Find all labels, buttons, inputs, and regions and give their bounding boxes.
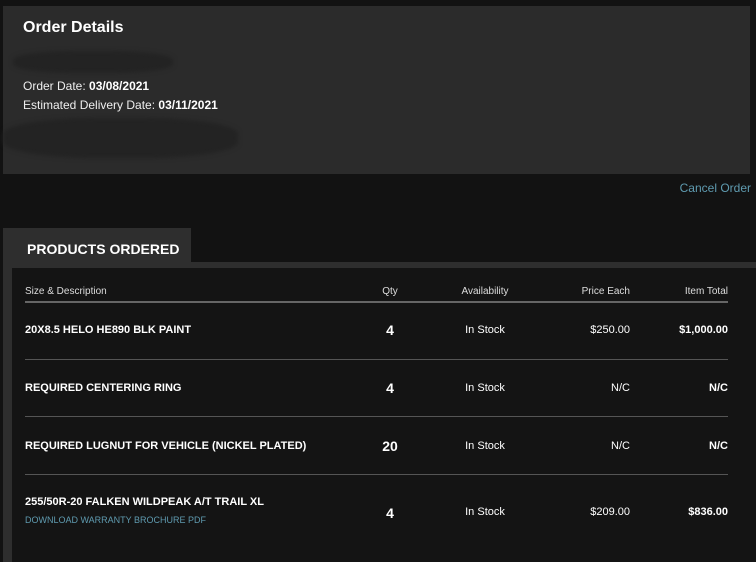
products-table: Size & Description Qty Availability Pric… (12, 268, 756, 562)
products-panel: Size & Description Qty Availability Pric… (3, 262, 756, 562)
delivery-date: Estimated Delivery Date: 03/11/2021 (23, 98, 218, 112)
download-warranty-link[interactable]: DOWNLOAD WARRANTY BROCHURE PDF (25, 515, 207, 525)
redaction (13, 51, 173, 73)
row-price: $250.00 (590, 324, 630, 336)
row-description: REQUIRED LUGNUT FOR VEHICLE (NICKEL PLAT… (25, 440, 307, 452)
row-total: N/C (709, 382, 728, 394)
order-date: Order Date: 03/08/2021 (23, 79, 150, 93)
row-qty: 4 (386, 380, 394, 396)
tab-products-ordered[interactable]: PRODUCTS ORDERED (3, 228, 191, 264)
divider (25, 359, 728, 360)
row-total: $1,000.00 (679, 324, 728, 336)
header-qty: Qty (382, 286, 398, 297)
row-availability: In Stock (465, 382, 505, 394)
divider (25, 474, 728, 475)
row-qty: 4 (386, 505, 394, 521)
cancel-order-link[interactable]: Cancel Order (679, 181, 751, 195)
header-description: Size & Description (25, 286, 107, 297)
row-availability: In Stock (465, 506, 505, 518)
divider (25, 416, 728, 417)
page-title: Order Details (23, 19, 124, 36)
row-price: N/C (611, 382, 630, 394)
row-price: $209.00 (590, 506, 630, 518)
tab-label: PRODUCTS ORDERED (27, 241, 180, 257)
row-total: N/C (709, 440, 728, 452)
row-availability: In Stock (465, 440, 505, 452)
row-qty: 4 (386, 322, 394, 338)
redaction (3, 118, 238, 158)
row-description: 20X8.5 HELO HE890 BLK PAINT (25, 324, 192, 336)
header-price-each: Price Each (581, 286, 630, 297)
row-total: $836.00 (688, 506, 728, 518)
divider (25, 301, 728, 303)
row-qty: 20 (382, 438, 398, 454)
row-price: N/C (611, 440, 630, 452)
header-item-total: Item Total (684, 286, 728, 297)
header-availability: Availability (461, 286, 509, 297)
row-availability: In Stock (465, 324, 505, 336)
row-description: REQUIRED CENTERING RING (25, 382, 182, 394)
order-details-panel: Order Details Order Date: 03/08/2021 Est… (3, 6, 750, 174)
row-description: 255/50R-20 FALKEN WILDPEAK A/T TRAIL XL (25, 496, 264, 508)
